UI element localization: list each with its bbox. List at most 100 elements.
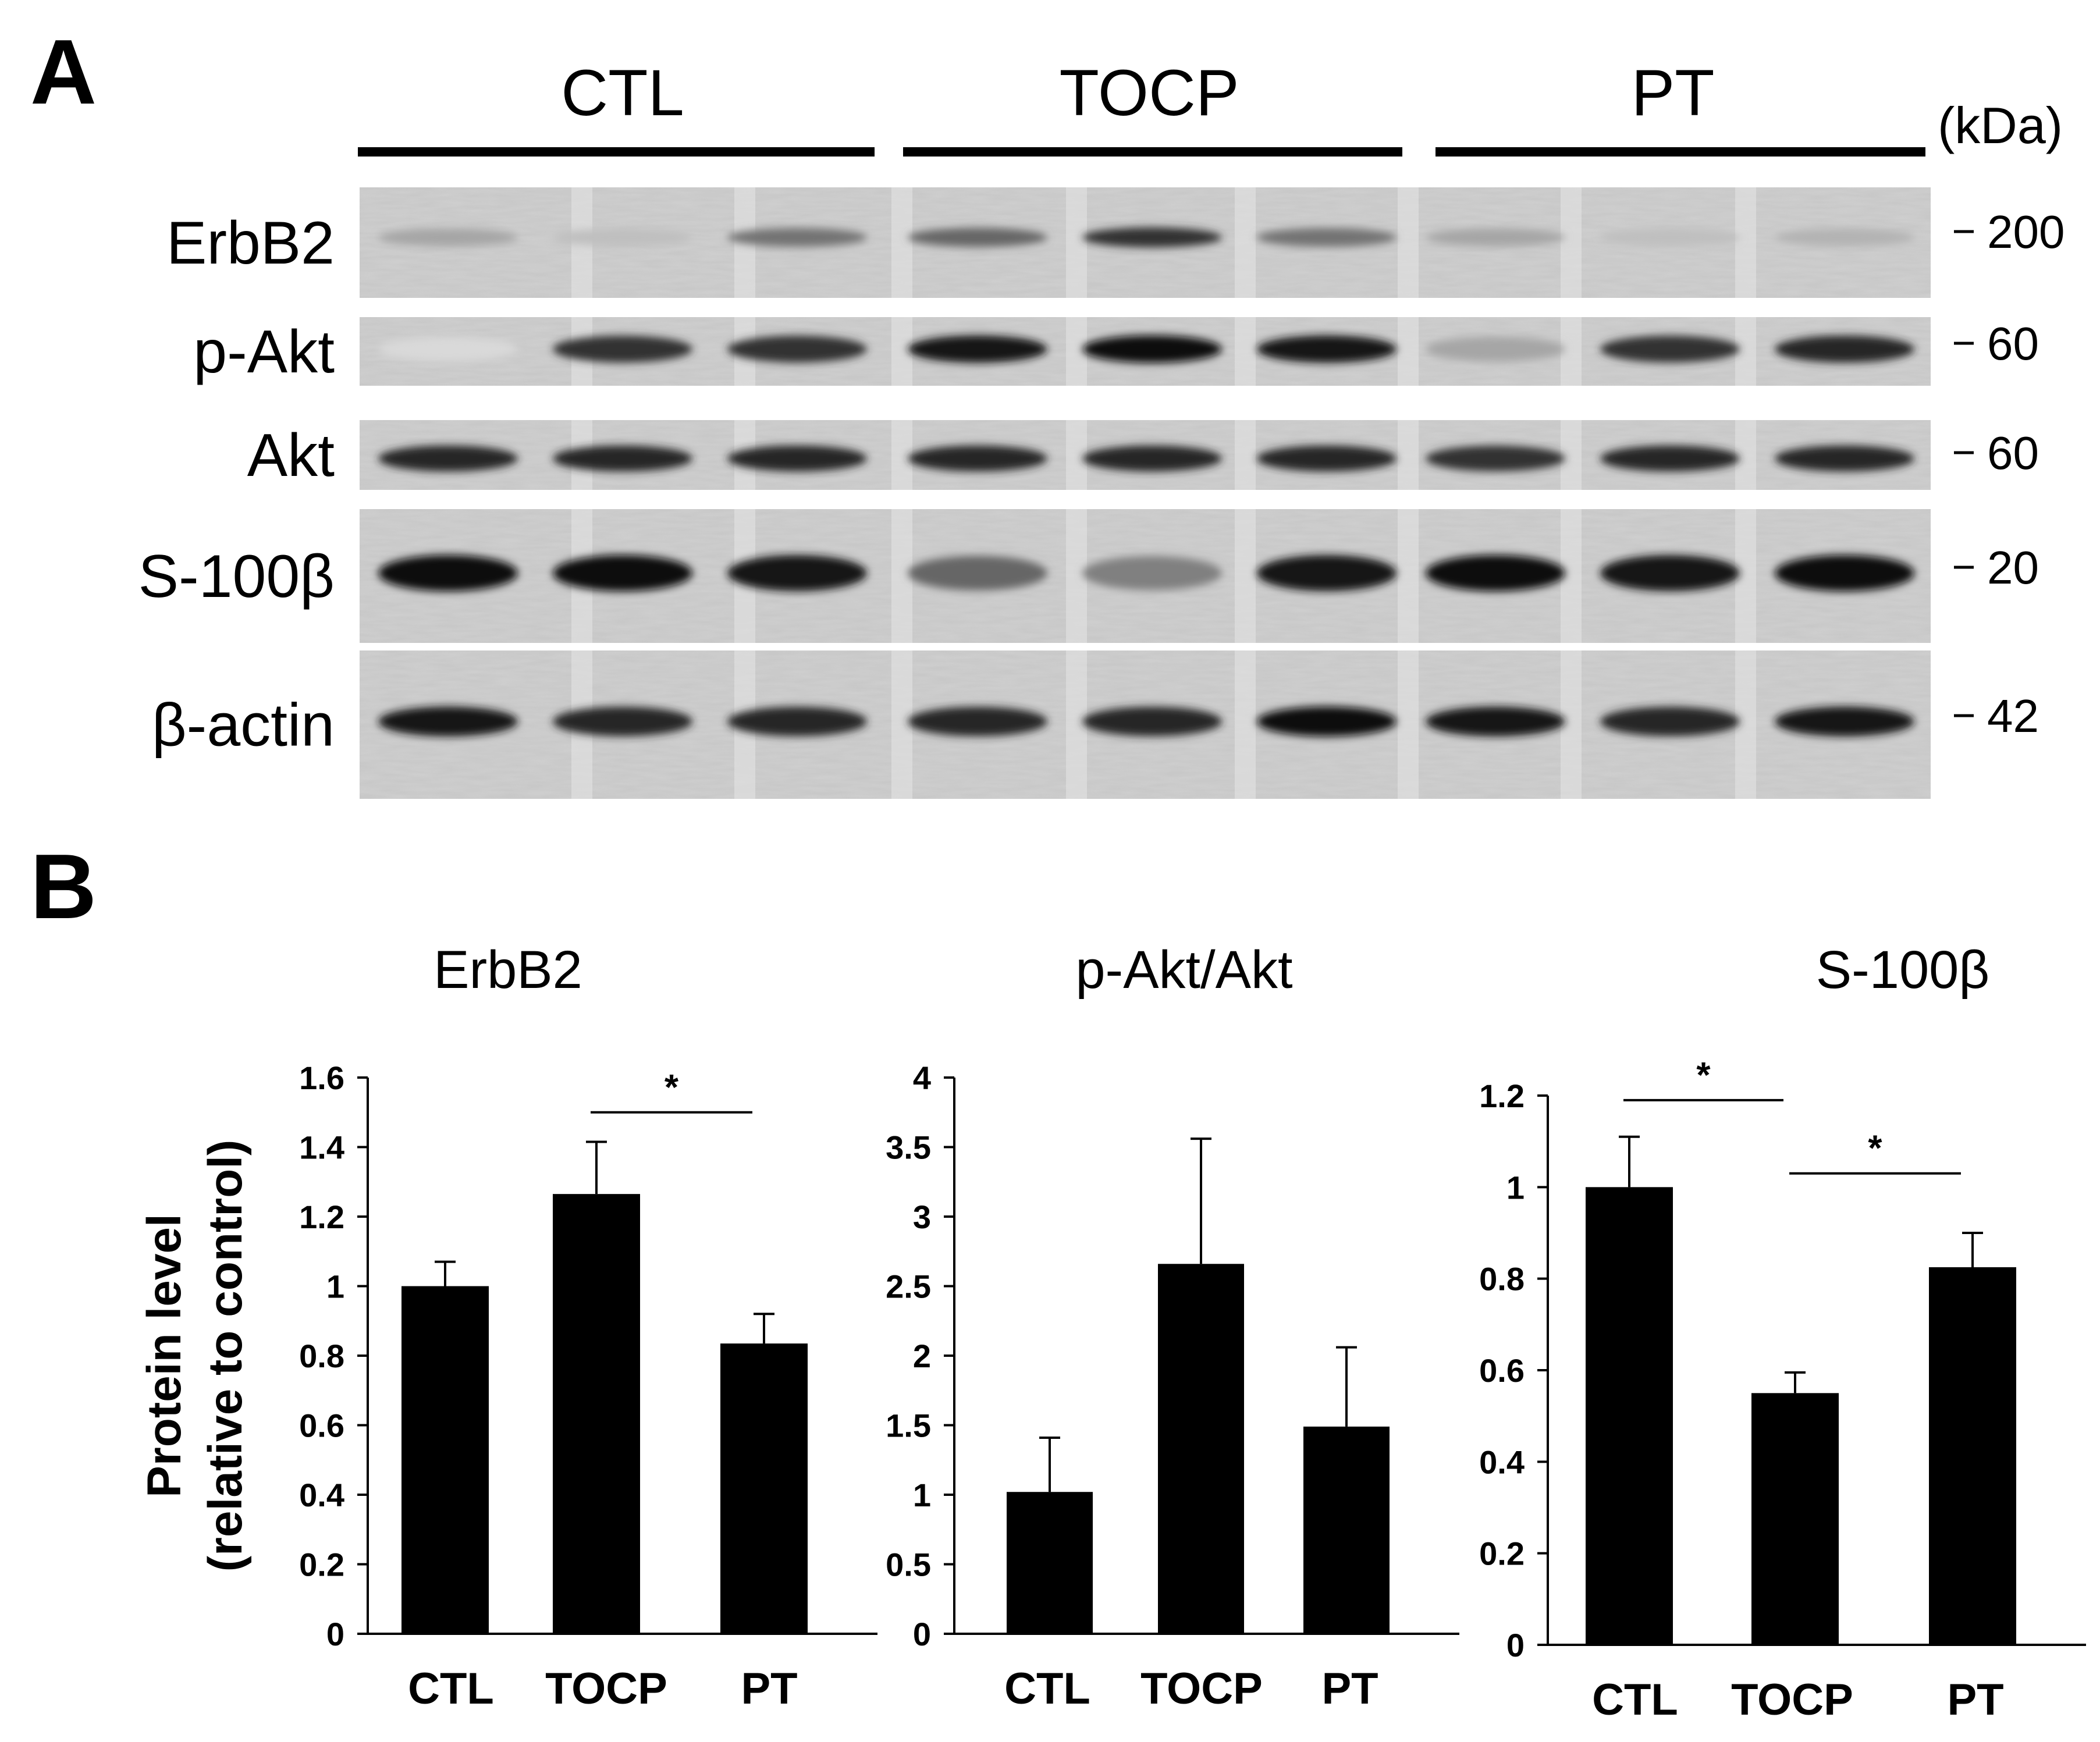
group-headers: CTL TOCP PT (kDa) <box>358 56 2063 157</box>
blot-0: ErbB2 200 <box>166 187 2065 298</box>
blot-band <box>1257 227 1397 247</box>
category-label: TOCP <box>1731 1675 1853 1725</box>
chart-title: p-Akt/Akt <box>1075 940 1292 1000</box>
lane-gap <box>1235 650 1256 799</box>
blot-2: Akt 60 <box>247 420 2039 490</box>
blot-band <box>1082 556 1222 591</box>
lane-gap <box>891 650 912 799</box>
y-tick-label: 1 <box>913 1477 931 1513</box>
blot-band <box>1775 706 1914 737</box>
blot-band <box>1775 554 1914 592</box>
y-tick-label: 1 <box>1506 1169 1525 1206</box>
chart-2: S-100β 0 0.2 0.4 0.6 0.8 1 1.2 CTL TOCP PT * * <box>1479 940 2086 1725</box>
bar <box>1929 1267 2016 1645</box>
mw-label: 20 <box>1987 542 2039 593</box>
blot-band <box>1775 335 1914 363</box>
blot-band <box>553 706 692 737</box>
lane-gap <box>1561 420 1582 490</box>
lane-gap <box>1735 420 1756 490</box>
blot-band <box>378 337 518 361</box>
blot-band <box>553 554 692 592</box>
blot-label: β-actin <box>152 692 335 759</box>
lane-gap <box>1561 317 1582 386</box>
chart-title: ErbB2 <box>433 940 582 1000</box>
significance-star: * <box>1696 1055 1711 1096</box>
chart-1: p-Akt/Akt 0 0.5 1 1.5 2 2.5 3 3.5 4 CTL TOCP PT <box>886 940 1459 1713</box>
blot-band <box>1257 706 1397 737</box>
blot-band <box>1600 335 1740 363</box>
lane-gap <box>1735 187 1756 298</box>
blot-band <box>1257 445 1397 472</box>
group-bar-pt <box>1435 147 1925 157</box>
blot-4: β-actin 42 <box>152 650 2039 799</box>
y-tick-label: 0 <box>326 1616 344 1652</box>
blot-band <box>1082 227 1222 248</box>
blot-band <box>1426 336 1565 362</box>
y-tick-label: 1 <box>326 1268 344 1305</box>
blot-band <box>908 556 1047 591</box>
blot-band <box>553 229 692 246</box>
blot-band <box>553 335 692 363</box>
blot-band <box>1600 554 1740 592</box>
bar <box>401 1286 489 1634</box>
blot-band <box>908 445 1047 472</box>
blot-band <box>727 706 867 737</box>
category-label: TOCP <box>545 1664 667 1713</box>
category-label: CTL <box>1004 1664 1090 1713</box>
blot-band <box>553 445 692 472</box>
y-tick-label: 1.6 <box>299 1060 344 1096</box>
mw-label: 60 <box>1987 427 2039 479</box>
lane-gap <box>1235 420 1256 490</box>
blot-band <box>1426 228 1565 247</box>
lane-gap <box>891 420 912 490</box>
category-label: PT <box>741 1664 797 1713</box>
blot-label: ErbB2 <box>166 209 335 277</box>
y-tick-label: 1.2 <box>299 1199 344 1235</box>
bar <box>553 1194 640 1634</box>
bar <box>1303 1426 1390 1634</box>
blot-band <box>908 335 1047 363</box>
blot-band <box>1426 445 1565 472</box>
blot-band <box>1775 228 1914 247</box>
blot-band <box>378 706 518 737</box>
blot-band <box>727 445 867 472</box>
lane-gap <box>1561 650 1582 799</box>
blot-band <box>727 554 867 592</box>
category-label: PT <box>1947 1675 2003 1725</box>
mw-label: 42 <box>1987 690 2039 742</box>
lane-gap <box>1066 187 1087 298</box>
significance-star: * <box>1868 1129 1882 1169</box>
bar <box>1586 1187 1673 1645</box>
blot-3: S-100β 20 <box>138 509 2039 643</box>
y-tick-label: 1.2 <box>1479 1078 1525 1114</box>
blot-band <box>727 227 867 247</box>
blot-band <box>1426 706 1565 737</box>
group-bar-tocp <box>903 147 1402 157</box>
blot-band <box>727 335 867 363</box>
blot-label: Akt <box>247 422 335 489</box>
blot-1: p-Akt 60 <box>193 317 2039 386</box>
blot-band <box>1426 554 1565 592</box>
bar <box>720 1343 808 1634</box>
blot-band <box>1082 335 1222 363</box>
y-tick-label: 0.2 <box>299 1547 344 1583</box>
category-label: PT <box>1321 1664 1378 1713</box>
panel-a-label: A <box>30 21 97 123</box>
category-label: TOCP <box>1140 1664 1263 1713</box>
lane-gap <box>1398 187 1419 298</box>
group-bar-ctl <box>358 147 875 157</box>
lane-gap <box>891 187 912 298</box>
blot-band <box>378 445 518 472</box>
lane-gap <box>1235 187 1256 298</box>
y-tick-label: 0.2 <box>1479 1535 1525 1572</box>
blot-band <box>378 554 518 592</box>
group-label-ctl: CTL <box>561 56 684 129</box>
mw-label: 200 <box>1987 206 2065 258</box>
blot-band <box>1775 445 1914 472</box>
y-tick-label: 0.6 <box>299 1407 344 1444</box>
significance-star: * <box>665 1068 679 1108</box>
y-tick-label: 0.8 <box>1479 1261 1525 1297</box>
panel-b-label: B <box>30 836 97 938</box>
y-tick-label: 0.6 <box>1479 1352 1525 1389</box>
